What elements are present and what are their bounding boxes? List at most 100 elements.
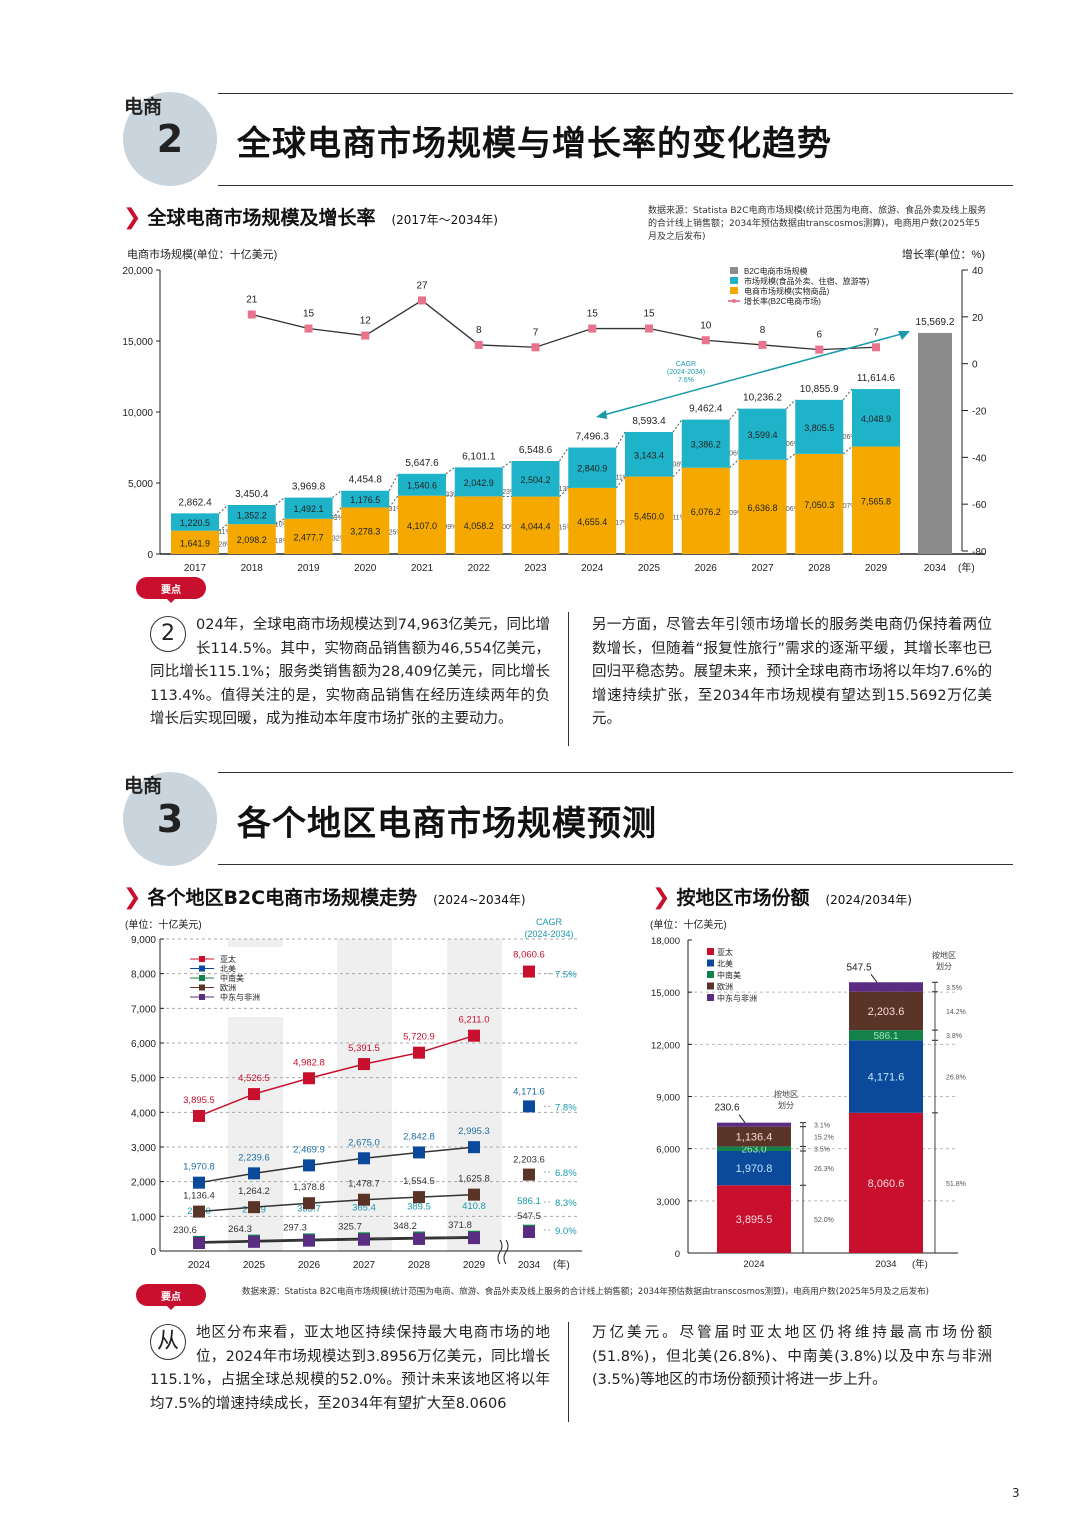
- bar-total-label: 2,862.4: [178, 497, 212, 508]
- divider: [218, 772, 1013, 773]
- data-point: [413, 1046, 425, 1059]
- goods-growth-label: 111%: [669, 514, 686, 521]
- bar-goods-label: 6,076.2: [691, 507, 721, 517]
- bar-goods-label: 7,050.3: [804, 500, 834, 510]
- legend-label: 亚太: [717, 947, 733, 957]
- data-label: 365.4: [352, 1202, 376, 1213]
- share-label: 14.2%: [946, 1009, 966, 1016]
- y-tick-label: 20,000: [122, 266, 153, 277]
- paragraph-left: 从地区分布来看，亚太地区持续保持最大电商市场的地位，2024年市场规模达到3.8…: [150, 1322, 550, 1416]
- divider: [218, 185, 1013, 186]
- bar-services-label: 4,048.9: [861, 414, 891, 424]
- bar-services-label: 1,352.2: [237, 511, 267, 521]
- data-point: [523, 1224, 535, 1237]
- keypoint-badge: 要点: [136, 577, 206, 603]
- series-line-2: [198, 1236, 475, 1243]
- bar-services-label: 2,042.9: [464, 478, 494, 488]
- data-point: [358, 1152, 370, 1165]
- x-tick-label: 2024: [188, 1260, 211, 1271]
- bar-goods: [284, 518, 333, 554]
- data-point: [193, 1205, 205, 1218]
- series-line-1: [198, 1146, 475, 1184]
- bar-services: [795, 399, 844, 454]
- data-label: 2,675.0: [348, 1137, 380, 1148]
- connector-line: [445, 466, 456, 475]
- y-tick-label: 0: [147, 550, 153, 561]
- x-tick-label: 2034: [518, 1260, 541, 1271]
- connector-line: [729, 459, 739, 469]
- goods-growth-label: 109%: [725, 510, 743, 517]
- bar-total: [918, 332, 952, 554]
- data-label: 348.2: [393, 1221, 417, 1232]
- data-label: 325.7: [338, 1222, 362, 1233]
- data-label: 389.5: [407, 1201, 431, 1212]
- growth-label: 10: [700, 320, 712, 331]
- chart-subtitle: ❯ 全球电商市场规模及增长率 (2017年～2034年): [123, 203, 498, 230]
- share-label: 51.8%: [946, 1181, 966, 1188]
- x-tick-label: 2017: [184, 563, 207, 574]
- y2-tick-label: -20: [972, 407, 987, 418]
- bar-goods: [511, 496, 560, 554]
- data-label: 297.3: [283, 1223, 307, 1234]
- share-label: 26.8%: [946, 1075, 966, 1082]
- legend-swatch: [730, 287, 738, 294]
- service-growth-label: 110%: [271, 522, 288, 529]
- data-point: [413, 1231, 425, 1244]
- keypoint-badge: 要点: [136, 1284, 206, 1310]
- y2-tick-label: -40: [972, 453, 987, 464]
- connector-line: [332, 507, 342, 520]
- x-tick-label: 2028: [408, 1260, 431, 1271]
- data-point: [248, 1201, 260, 1214]
- data-label: 333.7: [297, 1203, 321, 1214]
- y-tick-label: 8,000: [131, 970, 156, 981]
- data-point: [193, 1235, 205, 1248]
- bar-services-label: 2,504.2: [520, 475, 550, 485]
- service-growth-label: 106%: [839, 434, 857, 441]
- cagr-label: (2024-2034): [667, 369, 705, 376]
- x-unit-label: (年): [958, 561, 975, 574]
- share-label: 3.1%: [814, 1123, 830, 1130]
- bar-goods: [795, 453, 844, 554]
- connector-line: [672, 419, 683, 433]
- data-point: [193, 1237, 205, 1250]
- shaded-band: [228, 1017, 283, 1251]
- bar-goods: [568, 487, 617, 554]
- bar-total-label: 10,855.9: [800, 384, 839, 395]
- y-tick-label: 5,000: [131, 1074, 156, 1085]
- data-label: 3,895.5: [183, 1095, 215, 1106]
- data-label: 4,982.8: [293, 1057, 325, 1068]
- cagr-value: 6.8%: [555, 1168, 577, 1179]
- data-point: [358, 1233, 370, 1246]
- data-label: 2,842.8: [403, 1131, 435, 1142]
- growth-marker: [474, 340, 483, 349]
- paragraph-right: 万亿美元。尽管届时亚太地区仍将维持最高市场份额(51.8%)，但北美(26.8%…: [592, 1325, 992, 1389]
- subtitle-text: 全球电商市场规模及增长率: [147, 207, 376, 229]
- growth-label: 15: [303, 309, 315, 320]
- service-growth-label: 131%: [385, 506, 403, 513]
- drop-cap: 2: [150, 616, 186, 652]
- cagr-value: 8.3%: [555, 1198, 577, 1209]
- connector-line: [615, 476, 626, 489]
- growth-marker: [645, 324, 653, 333]
- shaded-band: [337, 939, 392, 1251]
- bar-goods: [341, 507, 390, 554]
- cagr-value: 7.8%: [555, 1102, 577, 1113]
- connector-line: [332, 490, 342, 499]
- growth-label: 7: [533, 327, 539, 338]
- y-tick-label: 3,000: [131, 1143, 156, 1154]
- x-tick-label: 2021: [411, 563, 434, 574]
- y-tick-label: 9,000: [656, 1093, 680, 1104]
- segment-label: 586.1: [873, 1031, 898, 1042]
- legend-label: 市场规模(食品外卖、住宿、旅游等): [744, 276, 870, 286]
- data-label: 1,136.4: [183, 1191, 215, 1202]
- data-label: 2,239.6: [238, 1152, 270, 1163]
- cagr-value: 9.0%: [555, 1226, 577, 1237]
- legend-label: 增长率(B2C电商市场): [744, 296, 821, 306]
- legend-label: 欧洲: [717, 982, 733, 992]
- data-point: [523, 1168, 535, 1181]
- y2-tick-label: 0: [972, 360, 978, 371]
- data-label: 5,720.9: [403, 1032, 435, 1043]
- data-label: 6,211.0: [459, 1015, 490, 1026]
- stack-segment: [849, 1112, 923, 1253]
- data-label: 263.0: [187, 1206, 211, 1217]
